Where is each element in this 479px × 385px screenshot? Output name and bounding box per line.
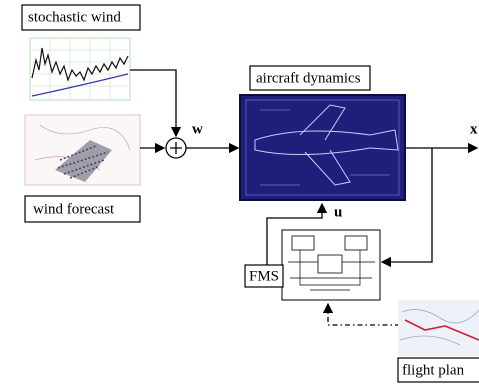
edge-label: w: [192, 121, 203, 137]
aircraft-image: [240, 95, 405, 200]
fms-image: [282, 230, 380, 300]
node-label: wind forecast: [33, 201, 115, 217]
node-label: flight plan: [402, 362, 465, 378]
plus-sign: [170, 142, 182, 154]
node-label: FMS: [249, 268, 279, 284]
arrow: [328, 304, 400, 325]
edge-label: u: [334, 204, 342, 220]
wind-map: [25, 115, 140, 185]
diagram: stochastic wind wind forecast w aircraft…: [0, 0, 479, 385]
node-label: aircraft dynamics: [256, 70, 361, 86]
wind-plot: [30, 38, 130, 100]
edge-label: x: [470, 121, 478, 137]
node-label: stochastic wind: [28, 9, 121, 25]
flight-plan-image: [398, 300, 479, 356]
